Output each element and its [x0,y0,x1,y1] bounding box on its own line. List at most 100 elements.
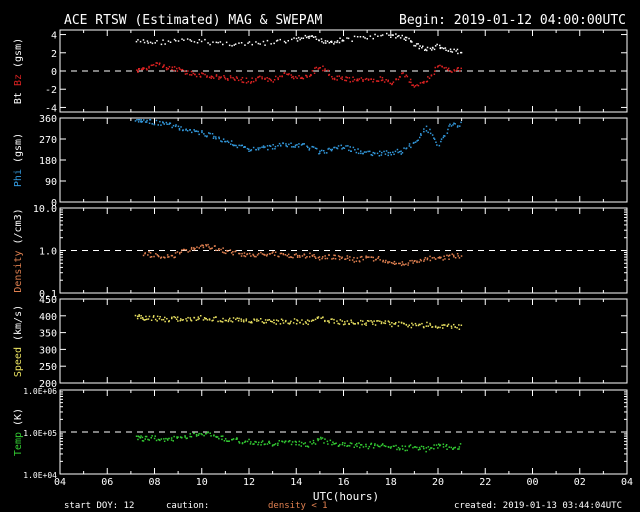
data-point [300,445,302,447]
data-point [235,250,237,252]
data-point [424,49,426,51]
data-point [399,448,401,450]
data-point [190,319,192,321]
data-point [357,79,359,82]
data-point [294,440,297,443]
data-point [215,249,217,251]
data-point [189,317,191,319]
data-point [317,316,320,318]
data-point [353,78,356,81]
y-axis-label-part: Phi [13,169,24,187]
data-point [198,73,200,75]
data-point [453,48,455,51]
data-point [140,435,142,437]
data-point [282,253,285,256]
data-point [372,37,374,40]
data-point [427,131,429,134]
data-point [371,321,374,323]
start-doy: start DOY: 12 [64,501,134,511]
data-point [460,121,462,124]
data-point [359,36,362,38]
data-point [163,64,165,66]
data-point [348,77,351,79]
y-axis-label-part: (K) [13,408,24,432]
y-tick-label: 1.0 [39,247,57,258]
data-point [251,322,253,324]
data-point [286,73,288,75]
data-point [367,78,370,81]
data-point [270,320,272,322]
data-point [304,34,307,37]
data-point [345,258,347,260]
data-point [306,76,308,78]
data-point [355,151,358,154]
data-point [421,322,423,325]
data-point [179,252,181,254]
data-point [429,255,431,258]
data-point [361,323,363,326]
data-point [359,446,361,449]
data-point [451,253,453,255]
data-point [140,68,143,70]
data-point [253,255,256,258]
data-point [438,443,440,445]
data-point [147,438,149,441]
data-point [427,446,430,448]
data-point [266,145,269,147]
panel-frame [59,207,628,294]
data-point [328,254,330,256]
data-point [290,256,293,258]
data-point [448,258,450,260]
data-point [253,443,255,445]
data-point [434,70,436,72]
data-point [190,436,193,438]
data-point [199,245,202,247]
data-point [423,82,425,84]
data-point [160,438,163,440]
data-point [356,257,359,259]
data-point [168,320,170,322]
data-point [229,249,232,251]
data-point [458,448,460,450]
data-point [221,251,224,253]
data-point [349,146,351,148]
data-point [181,319,183,321]
data-point [348,259,351,261]
data-point [181,249,183,251]
data-point [142,440,145,442]
data-point [261,77,263,80]
y-tick-label: 250 [39,362,57,373]
data-point [404,36,407,39]
data-point [410,40,412,43]
data-point [142,254,145,257]
data-point [352,80,354,83]
data-point [263,322,265,324]
data-point [185,249,188,251]
data-point [250,149,253,151]
data-point [159,316,161,318]
data-point [173,69,175,72]
data-point [296,77,298,79]
data-point [423,260,425,262]
data-point [148,315,151,318]
data-point [204,73,206,76]
data-point [164,256,166,259]
data-point [362,320,364,322]
data-point [362,258,364,261]
data-point [381,151,383,154]
data-point [454,123,456,125]
data-point [391,322,393,324]
data-point [371,154,374,157]
data-point [179,68,181,70]
data-point [298,444,300,446]
data-point [295,441,297,443]
data-point [436,144,438,146]
data-point [201,131,203,134]
data-point [337,322,339,325]
data-point [295,37,298,40]
x-tick-label: 14 [290,477,302,488]
data-point [192,72,195,75]
data-point [346,255,349,257]
data-point [302,77,305,80]
